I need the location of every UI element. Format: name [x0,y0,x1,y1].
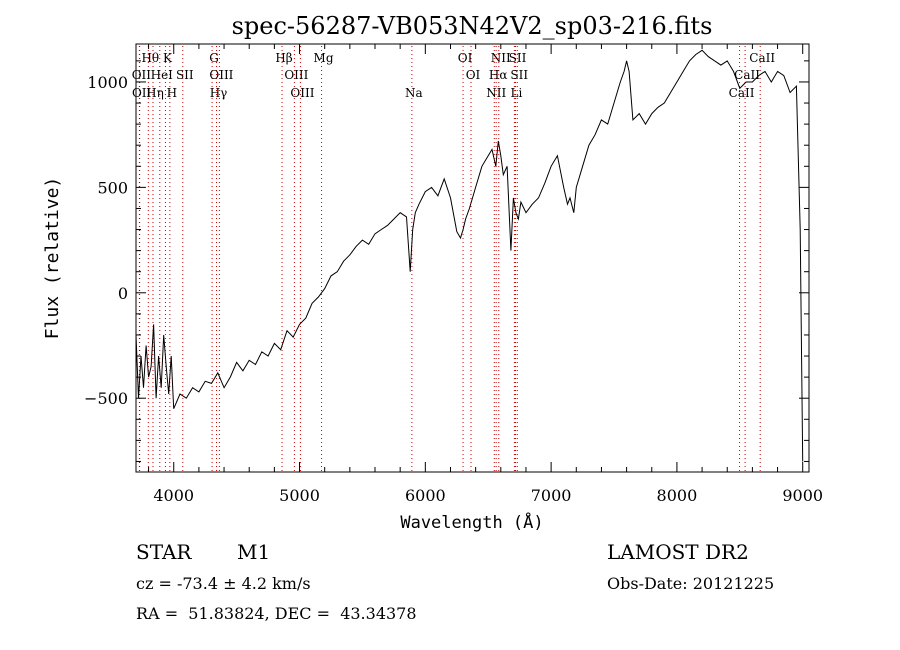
line-label-16: SII [510,68,528,82]
line-label-19: Hη [146,86,164,100]
line-label-21: Hγ [210,86,228,100]
line-label-3: Hβ [275,51,292,65]
spectrum-chart: spec-56287-VB053N42V2_sp03-216.fits Hθ K G… [42,12,823,533]
line-label-6: NII [491,51,511,65]
y-axis-label: Flux (relative) [42,177,63,340]
line-label-11: SII [176,68,194,82]
observation-date: Obs-Date: 20121225 [607,574,775,593]
x-axis-label: Wavelength (Å) [400,511,543,533]
survey-name: LAMOST DR2 [607,540,749,564]
line-label-22: OIII [290,86,314,100]
line-label-20: H [167,86,177,100]
spectrum-line [135,49,804,462]
line-label-1: K [163,51,173,65]
y-tick-label-2: 500 [97,178,128,197]
x-tick-label-5: 9000 [782,486,823,505]
y-tick-label-3: 1000 [87,73,128,92]
redshift-velocity: cz = -73.4 ± 4.2 km/s [136,574,311,593]
line-label-9: OII [132,68,152,82]
object-class: STAR [136,540,192,564]
line-label-2: G [209,51,219,65]
x-tick-label-0: 4000 [153,486,194,505]
line-label-14: OI [466,68,481,82]
chart-title: spec-56287-VB053N42V2_sp03-216.fits [232,12,713,40]
line-label-17: CaII [734,68,760,82]
line-label-18: OII [132,86,152,100]
line-label-4: Mg [314,51,334,65]
line-label-13: OIII [284,68,308,82]
x-axis-ticks: 4000 5000 6000 7000 8000 9000 [148,44,823,505]
x-tick-label-2: 6000 [405,486,446,505]
line-label-15: Hα [489,68,508,82]
sky-coordinates: RA = 51.83824, DEC = 43.34378 [136,604,417,623]
x-tick-label-3: 7000 [531,486,572,505]
line-label-25: Li [510,86,522,100]
line-label-24: NII [486,86,506,100]
line-label-8: CaII [749,51,775,65]
x-tick-label-1: 5000 [279,486,320,505]
object-subclass: M1 [237,540,271,564]
y-tick-label-1: 0 [118,284,128,303]
line-label-26: CaII [729,86,755,100]
line-label-10: HeI [151,68,174,82]
line-label-12: OIII [209,68,233,82]
spectral-line-markers [138,46,761,471]
line-label-7: SII [509,51,527,65]
y-tick-label-0: −500 [84,389,128,408]
x-tick-label-4: 8000 [657,486,698,505]
line-label-0: Hθ [141,51,159,65]
line-label-23: Na [405,86,423,100]
plot-frame [135,43,810,473]
y-axis-ticks: −500 0 500 1000 [84,60,809,462]
line-label-5: OI [458,51,473,65]
